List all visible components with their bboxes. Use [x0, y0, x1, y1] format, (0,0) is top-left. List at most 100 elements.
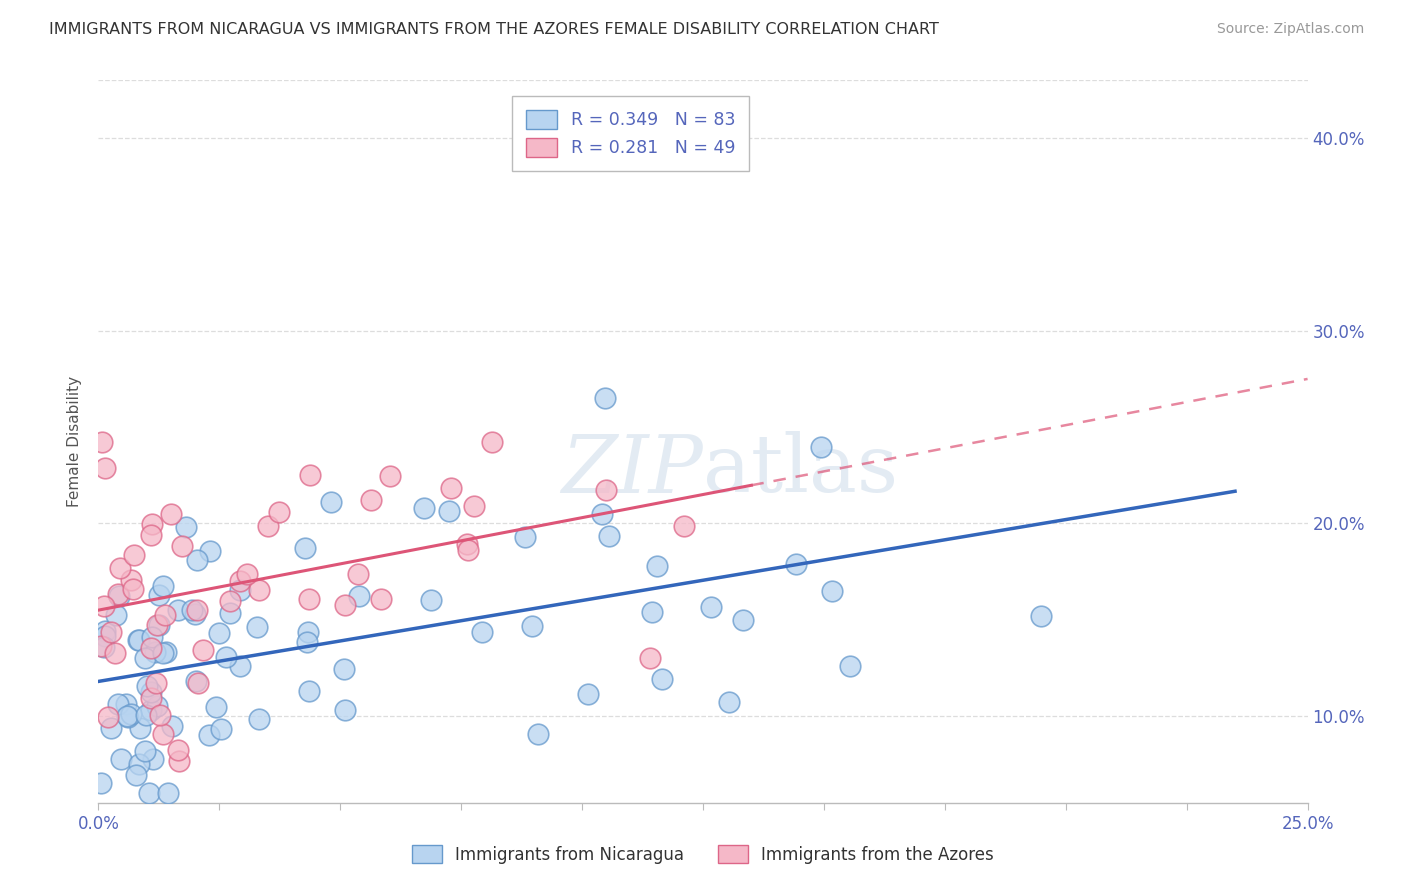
Point: [93, 640, 115, 655]
Point: [419, 593, 441, 607]
Point: [159, 507, 181, 521]
Point: [699, 599, 721, 614]
Point: [124, 549, 146, 563]
Legend: Immigrants from Nicaragua, Immigrants from the Azores: Immigrants from Nicaragua, Immigrants fr…: [405, 838, 1001, 871]
Point: [184, 673, 207, 688]
Point: [127, 632, 149, 647]
Point: [152, 646, 174, 660]
Point: [267, 505, 290, 519]
Point: [166, 742, 188, 756]
Point: [93, 599, 115, 613]
Point: [821, 583, 844, 598]
Point: [146, 698, 169, 713]
Point: [90, 775, 112, 789]
Point: [810, 440, 832, 454]
Point: [97, 710, 120, 724]
Point: [134, 744, 156, 758]
Point: [246, 620, 269, 634]
Point: [481, 435, 503, 450]
Point: [297, 635, 319, 649]
Point: [141, 630, 163, 644]
Point: [139, 527, 162, 541]
Point: [104, 646, 127, 660]
Point: [107, 697, 129, 711]
Point: [437, 504, 460, 518]
Point: [1031, 609, 1053, 624]
Point: [360, 492, 382, 507]
Point: [335, 598, 357, 612]
Point: [120, 573, 142, 587]
Point: [120, 706, 142, 721]
Point: [170, 539, 193, 553]
Point: [167, 603, 190, 617]
Point: [321, 495, 343, 509]
Point: [186, 553, 208, 567]
Point: [229, 582, 252, 597]
Point: [236, 566, 259, 581]
Text: Source: ZipAtlas.com: Source: ZipAtlas.com: [1216, 22, 1364, 37]
Point: [183, 607, 205, 622]
Point: [200, 543, 222, 558]
Point: [100, 625, 122, 640]
Point: [152, 727, 174, 741]
Point: [135, 707, 157, 722]
Point: [645, 559, 668, 574]
Point: [174, 520, 197, 534]
Point: [155, 644, 177, 658]
Point: [219, 607, 242, 621]
Point: [651, 672, 673, 686]
Point: [128, 756, 150, 771]
Point: [107, 587, 129, 601]
Point: [229, 574, 252, 588]
Point: [141, 516, 163, 531]
Point: [117, 709, 139, 723]
Point: [146, 617, 169, 632]
Point: [129, 722, 152, 736]
Point: [471, 624, 494, 639]
Point: [595, 483, 617, 497]
Point: [294, 541, 316, 555]
Point: [349, 590, 371, 604]
Point: [785, 558, 807, 572]
Point: [148, 588, 170, 602]
Point: [515, 530, 537, 544]
Point: [128, 632, 150, 647]
Point: [298, 592, 321, 607]
Point: [152, 579, 174, 593]
Point: [247, 582, 270, 597]
Point: [215, 650, 238, 665]
Point: [187, 676, 209, 690]
Point: [91, 435, 114, 450]
Point: [139, 691, 162, 706]
Point: [90, 639, 112, 653]
Point: [412, 500, 434, 515]
Point: [142, 751, 165, 765]
Point: [598, 529, 620, 543]
Point: [229, 659, 252, 673]
Point: [162, 719, 184, 733]
Point: [591, 507, 613, 521]
Point: [94, 629, 117, 643]
Point: [94, 461, 117, 475]
Point: [139, 685, 162, 699]
Point: [108, 590, 131, 604]
Point: [298, 467, 321, 482]
Point: [180, 603, 202, 617]
Y-axis label: Female Disability: Female Disability: [67, 376, 83, 508]
Point: [134, 650, 156, 665]
Point: [94, 624, 117, 638]
Point: [638, 651, 661, 665]
Point: [139, 703, 162, 717]
Point: [717, 695, 740, 709]
Point: [641, 605, 664, 619]
Point: [838, 659, 860, 673]
Point: [576, 687, 599, 701]
Point: [457, 543, 479, 558]
Point: [121, 582, 143, 597]
Point: [333, 662, 356, 676]
Point: [520, 619, 543, 633]
Point: [298, 684, 321, 698]
Point: [169, 754, 191, 768]
Text: atlas: atlas: [703, 432, 898, 509]
Point: [138, 786, 160, 800]
